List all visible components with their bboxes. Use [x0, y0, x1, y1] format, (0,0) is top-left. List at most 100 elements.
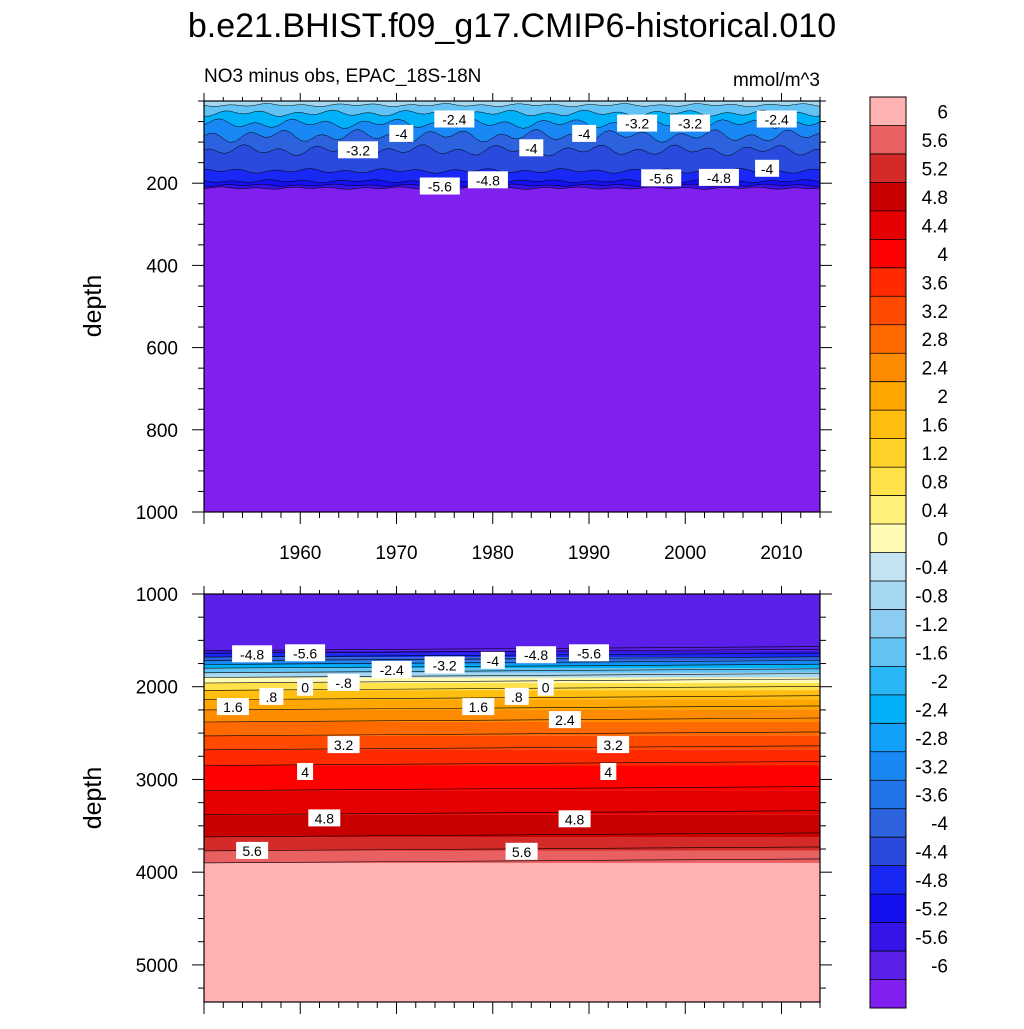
colorbar-swatch [870, 751, 906, 781]
lower-axis-ticks: 1000 2000 3000 4000 5000 [136, 585, 832, 1014]
colorbar-swatch [870, 894, 906, 923]
colorbar-swatch [870, 694, 906, 724]
svg-text:4.8: 4.8 [565, 811, 585, 827]
contour-label: 3.2 [327, 736, 360, 754]
contour-label: -4.8 [232, 645, 273, 663]
lower-band [204, 672, 820, 678]
svg-text:4: 4 [301, 764, 309, 780]
colorbar-label: -5.6 [915, 928, 948, 949]
colorbar-label: 0.8 [922, 473, 948, 494]
colorbar-label: 2 [937, 387, 948, 408]
contour-label: 3.2 [597, 736, 630, 754]
lower-contour-labels: -4.8 -5.6 -2.4 -3.2 -4 -4.8 -5.6 -.8 0 .8 1.6 1.6 .8… [216, 644, 630, 860]
colorbar-swatch [870, 182, 906, 212]
svg-text:-3.2: -3.2 [433, 657, 457, 673]
colorbar-label: 0.4 [922, 501, 949, 522]
colorbar-swatch [870, 951, 906, 980]
colorbar-swatch [870, 580, 906, 610]
contour-label: 4 [600, 763, 617, 780]
contour-label: -4 [519, 139, 544, 157]
contour-label: -4 [389, 124, 414, 142]
contour-line [203, 745, 821, 751]
svg-text:3.2: 3.2 [603, 737, 623, 753]
lower-band [204, 862, 820, 1002]
contour-line [203, 673, 821, 678]
contour-label: -4.8 [467, 171, 508, 189]
colorbar-label: 5.2 [922, 159, 948, 180]
contour-label: 0 [297, 678, 314, 696]
contour-label: 1.6 [462, 698, 495, 716]
x-tick-label: 1970 [375, 543, 417, 564]
contour-label: 5.6 [505, 842, 538, 860]
colorbar-label: 5.6 [922, 131, 948, 152]
svg-text:0: 0 [301, 680, 309, 696]
colorbar-label: -5.2 [915, 900, 948, 921]
contour-label: -4.8 [698, 168, 739, 186]
svg-text:1.6: 1.6 [469, 699, 489, 715]
contour-line [203, 668, 821, 674]
upper-panel: NO3 minus obs, EPAC_18S-18N mmol/m^3 -3.… [79, 66, 832, 564]
colorbar-label: -3.6 [915, 786, 948, 807]
colorbar-label: -4 [931, 814, 948, 835]
colorbar-swatch [870, 609, 906, 639]
colorbar-swatch [870, 666, 906, 696]
svg-text:-4: -4 [395, 126, 408, 142]
svg-text:4: 4 [604, 764, 612, 780]
svg-text:-2.4: -2.4 [380, 662, 404, 678]
colorbar-label: 3.2 [922, 302, 948, 323]
svg-text:-5.6: -5.6 [428, 179, 452, 195]
lower-panel: -4.8 -5.6 -2.4 -3.2 -4 -4.8 -5.6 -.8 0 .8 1.6 1.6 .8… [79, 585, 832, 1014]
contour-label: -2.4 [434, 110, 475, 128]
svg-text:-4.8: -4.8 [476, 172, 500, 188]
y-tick-label: 3000 [136, 770, 178, 791]
contour-line [203, 858, 821, 864]
svg-text:-3.2: -3.2 [678, 116, 702, 132]
contour-label: -3.2 [338, 141, 378, 159]
lower-band [204, 594, 820, 651]
contour-label: 0 [537, 678, 554, 696]
contour-label: -4.8 [516, 646, 557, 664]
y-tick-label: 4000 [136, 863, 178, 884]
y-tick-label: 800 [146, 421, 178, 442]
upper-contour-labels: -3.2 -4 -2.4 -4.8 -5.6 -4 -4 -3.2 -3.2 -5.6 -4.8 -2… [338, 110, 797, 195]
contour-line [203, 832, 821, 838]
colorbar-label: -1.6 [915, 643, 948, 664]
contour-label: .8 [504, 687, 529, 705]
y-tick-label: 1000 [136, 585, 178, 606]
figure-title: b.e21.BHIST.f09_g17.CMIP6-historical.010 [188, 7, 836, 45]
lower-band [204, 765, 820, 791]
colorbar-swatch [870, 808, 906, 838]
contour-label: .8 [259, 687, 284, 705]
colorbar-swatch [870, 153, 906, 183]
svg-text:-5.6: -5.6 [293, 645, 317, 661]
contour-label: -4 [480, 651, 505, 669]
contour-line [203, 663, 821, 669]
upper-axis-ticks: 1960 1970 1980 1990 2000 2010 200 400 600 800 1000 [136, 93, 832, 564]
colorbar-label: 2.4 [922, 359, 949, 380]
colorbar-swatch [870, 865, 906, 895]
colorbar-swatch [870, 381, 906, 411]
svg-text:-2.4: -2.4 [765, 112, 789, 128]
y-tick-label: 5000 [136, 956, 178, 977]
colorbar-label: -0.8 [915, 586, 948, 607]
colorbar-label: -3.2 [915, 757, 948, 778]
x-tick-label: 1990 [568, 543, 610, 564]
svg-text:.8: .8 [511, 689, 523, 705]
contour-label: -3.2 [617, 114, 658, 132]
contour-label: -4 [755, 159, 780, 177]
colorbar-swatch [870, 97, 906, 126]
colorbar-swatch [870, 324, 906, 354]
contour-label: 2.4 [548, 711, 581, 729]
colorbar-swatch [870, 438, 906, 468]
colorbar-swatch [870, 353, 906, 382]
colorbar-label: 4.4 [922, 216, 949, 237]
contour-line [203, 717, 821, 723]
x-tick-label: 1960 [279, 543, 321, 564]
colorbar-swatch [870, 296, 906, 326]
colorbar-label: 4.8 [922, 188, 948, 209]
colorbar-label: 4 [937, 245, 948, 266]
lower-band [204, 650, 820, 654]
contour-label: -.8 [327, 674, 360, 691]
contour-label: 5.6 [236, 841, 269, 859]
contour-label: 4.8 [558, 810, 591, 828]
